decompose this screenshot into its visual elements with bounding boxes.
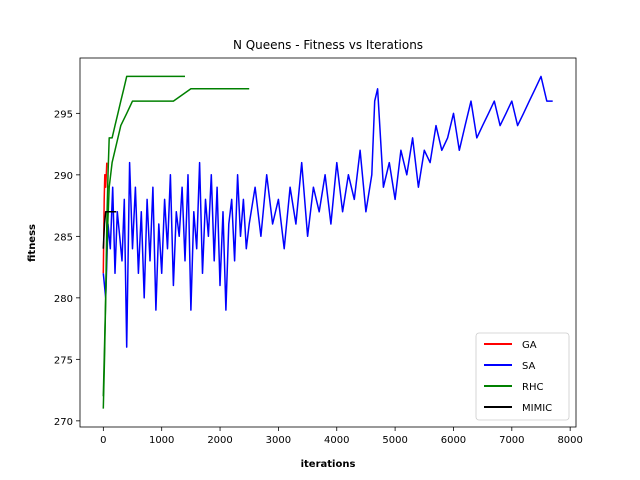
legend-label-rhc: RHC <box>522 382 543 393</box>
axes-frame <box>79 57 577 428</box>
chart-title: N Queens - Fitness vs Iterations <box>233 38 423 52</box>
y-axis-title: fitness <box>27 224 38 262</box>
legend-label-sa: SA <box>522 361 536 372</box>
legend-box <box>475 332 570 421</box>
x-tick-label: 7000 <box>499 435 524 446</box>
x-tick-label: 6000 <box>441 435 466 446</box>
legend-label-mimic: MIMIC <box>522 403 552 414</box>
x-tick-label: 1000 <box>149 435 174 446</box>
series-line-rhc-3 <box>102 88 250 397</box>
plot-area: 0 1000 2000 3000 4000 5000 6000 7000 8000 270 275 2… <box>54 57 583 446</box>
y-tick-label: 275 <box>54 355 73 366</box>
x-tick-label: 8000 <box>557 435 582 446</box>
legend-label-ga: GA <box>522 340 537 351</box>
x-axis-title: iterations <box>301 459 356 470</box>
y-tick-label: 270 <box>54 417 73 428</box>
legend: GA SA RHC MIMIC <box>475 332 570 421</box>
series-line-sa-1 <box>102 75 553 348</box>
y-tick-label: 290 <box>54 171 73 182</box>
series-group <box>102 75 553 409</box>
series-line-mimic-4 <box>102 211 117 249</box>
y-tick-label: 285 <box>54 232 73 243</box>
x-tick-label: 3000 <box>266 435 291 446</box>
x-tick-label: 2000 <box>207 435 232 446</box>
y-tick-label: 295 <box>54 109 73 120</box>
x-tick-label: 4000 <box>324 435 349 446</box>
y-tick-label: 280 <box>54 294 73 305</box>
x-tick-label: 0 <box>100 435 106 446</box>
x-tick-label: 5000 <box>382 435 407 446</box>
